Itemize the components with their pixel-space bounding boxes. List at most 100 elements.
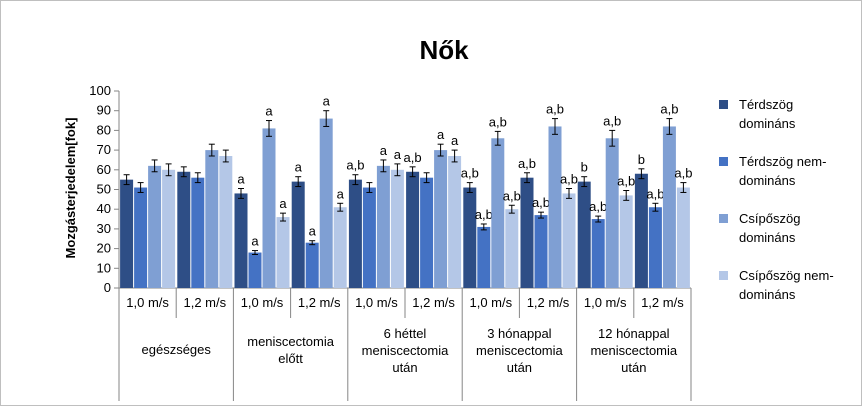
legend-label: Csípőszög <box>739 211 800 226</box>
significance-label: a,b <box>646 186 664 201</box>
group-label: egészséges <box>142 342 212 357</box>
y-tick-label: 50 <box>97 182 111 197</box>
significance-label: a,b <box>560 172 578 187</box>
significance-label: a,b <box>603 113 621 128</box>
significance-label: b <box>581 160 588 175</box>
group-label: meniscectomia <box>247 334 334 349</box>
bar <box>148 165 162 288</box>
legend-label: domináns <box>739 116 796 131</box>
significance-label: a,b <box>489 114 507 129</box>
y-tick-label: 100 <box>89 83 111 98</box>
significance-label: a,b <box>532 195 550 210</box>
bar <box>477 226 491 288</box>
significance-label: a,b <box>660 102 678 117</box>
legend-label: Csípőszög nem- <box>739 268 834 283</box>
legend-label: Térdszög nem- <box>739 154 826 169</box>
significance-label: a <box>237 172 245 187</box>
bar <box>376 165 390 288</box>
significance-label: a <box>295 160 303 175</box>
y-tick-label: 90 <box>97 103 111 118</box>
significance-label: a,b <box>461 166 479 181</box>
bar <box>120 179 134 288</box>
legend-label: Térdszög <box>739 97 793 112</box>
y-axis-title: Mozgásterjedelem[fok] <box>63 118 78 259</box>
bar <box>619 195 633 288</box>
bar <box>491 138 505 288</box>
bar <box>305 242 319 288</box>
bar <box>577 181 591 288</box>
group-label: előtt <box>278 351 303 366</box>
y-tick-label: 40 <box>97 201 111 216</box>
significance-label: a,b <box>589 199 607 214</box>
bar <box>162 169 176 288</box>
category-label: 1,2 m/s <box>298 295 341 310</box>
bar <box>291 181 305 288</box>
legend-swatch <box>719 157 728 166</box>
category-label: 1,0 m/s <box>126 295 169 310</box>
significance-label: a,b <box>617 173 635 188</box>
group-label: után <box>621 360 646 375</box>
significance-label: a,b <box>475 207 493 222</box>
legend-label: domináns <box>739 230 796 245</box>
significance-label: a,b <box>503 188 521 203</box>
y-tick-label: 60 <box>97 162 111 177</box>
legend-swatch <box>719 271 728 280</box>
group-label: meniscectomia <box>476 343 563 358</box>
group-label: meniscectomia <box>362 343 449 358</box>
bar <box>562 193 576 288</box>
significance-label: a <box>251 234 259 249</box>
category-label: 1,2 m/s <box>183 295 226 310</box>
group-label: után <box>507 360 532 375</box>
significance-label: a,b <box>518 156 536 171</box>
legend-label: domináns <box>739 287 796 302</box>
bar <box>319 118 333 288</box>
bar <box>662 126 676 289</box>
category-label: 1,2 m/s <box>641 295 684 310</box>
bar <box>605 138 619 288</box>
significance-label: a <box>309 224 317 239</box>
category-label: 1,0 m/s <box>355 295 398 310</box>
bar <box>348 179 362 288</box>
bar <box>234 193 248 288</box>
significance-label: a <box>279 196 287 211</box>
bar <box>520 177 534 288</box>
bar <box>648 207 662 288</box>
significance-label: a <box>437 127 445 142</box>
plot-area: 0 10 20 30 40 50 60 70 80 90 100 1,0 m/s 1,2 m/s 1,0 … <box>89 83 692 401</box>
chart-title: Nők <box>419 35 469 65</box>
significance-label: a <box>323 94 331 109</box>
group-label: 3 hónappal <box>487 326 551 341</box>
significance-label: a,b <box>674 166 692 181</box>
bar <box>262 128 276 288</box>
significance-label: b <box>638 152 645 167</box>
category-label: 1,2 m/s <box>527 295 570 310</box>
legend-swatch <box>719 100 728 109</box>
category-label: 1,0 m/s <box>584 295 627 310</box>
bar <box>505 209 519 288</box>
bar <box>448 156 462 288</box>
bar <box>434 150 448 288</box>
bar <box>534 215 548 288</box>
legend-swatch <box>719 214 728 223</box>
significance-label: a <box>380 143 388 158</box>
significance-label: a,b <box>546 102 564 117</box>
significance-label: a <box>451 133 459 148</box>
y-tick-label: 30 <box>97 221 111 236</box>
bar <box>333 207 347 288</box>
group-label: 6 héttel <box>384 326 427 341</box>
significance-label: a,b <box>346 158 364 173</box>
bar <box>134 187 148 288</box>
group-label: 12 hónappal <box>598 326 670 341</box>
bar <box>463 187 477 288</box>
bar <box>177 171 191 288</box>
y-tick-label: 0 <box>104 280 111 295</box>
legend-label: domináns <box>739 173 796 188</box>
bar <box>420 177 434 288</box>
category-label: 1,2 m/s <box>412 295 455 310</box>
significance-label: a <box>394 147 402 162</box>
y-tick-label: 70 <box>97 142 111 157</box>
bar <box>406 171 420 288</box>
legend: Térdszög domináns Térdszög nem-domináns Csí… <box>719 97 834 302</box>
